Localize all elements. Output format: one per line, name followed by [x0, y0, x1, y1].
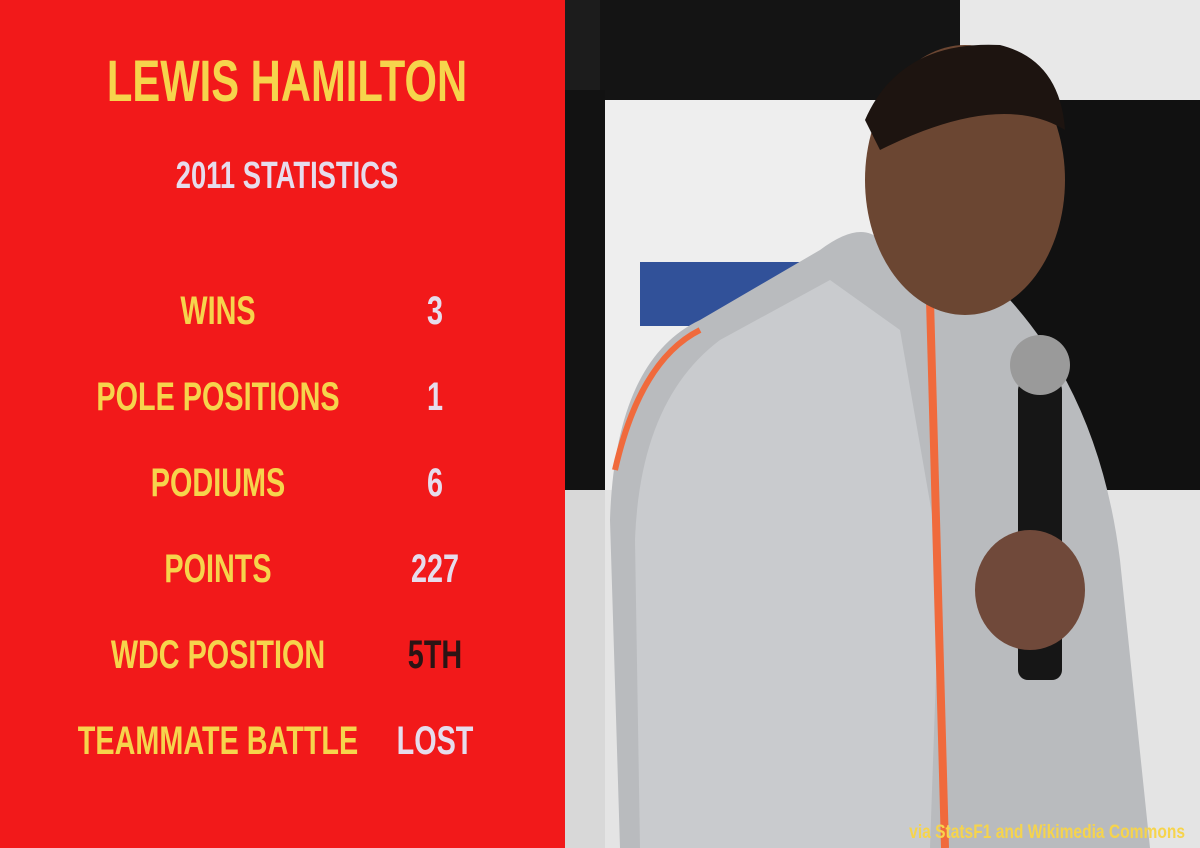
stat-label: TEAMMATE BATTLE: [78, 718, 358, 763]
stat-value: 6: [427, 460, 443, 505]
stat-value: 1: [427, 374, 443, 419]
stat-label-group: PODIUMS: [151, 460, 285, 505]
stat-label: POINTS: [164, 546, 271, 591]
stat-value-group: 5TH: [408, 632, 462, 677]
stat-value-group: 6: [427, 460, 443, 505]
stat-value-group: 227: [411, 546, 459, 591]
stat-label-group: POINTS: [164, 546, 271, 591]
credit-group: via StatsF1 and Wikimedia Commons: [909, 821, 1185, 843]
stat-value-group: LOST: [397, 718, 474, 763]
stat-label: POLE POSITIONS: [96, 374, 339, 419]
title-group: LEWIS HAMILTON: [107, 48, 467, 113]
stat-value-group: 1: [427, 374, 443, 419]
stats-panel: [0, 0, 565, 848]
stat-label-group: TEAMMATE BATTLE: [78, 718, 358, 763]
title: LEWIS HAMILTON: [107, 48, 467, 113]
stat-label: PODIUMS: [151, 460, 285, 505]
stat-value: 3: [427, 288, 443, 333]
stat-label-group: WDC POSITION: [111, 632, 325, 677]
subtitle-group: 2011 STATISTICS: [176, 155, 399, 197]
photo: [565, 0, 1200, 848]
stat-label-group: POLE POSITIONS: [96, 374, 339, 419]
stat-label: WDC POSITION: [111, 632, 325, 677]
stat-value: 227: [411, 546, 459, 591]
stat-value-group: 3: [427, 288, 443, 333]
subtitle: 2011 STATISTICS: [176, 155, 399, 197]
credit: via StatsF1 and Wikimedia Commons: [909, 821, 1185, 843]
stat-value: 5TH: [408, 632, 462, 677]
stat-value: LOST: [397, 718, 474, 763]
stat-label: WINS: [180, 288, 255, 333]
stat-rows: WINS 3 POLE POSITIONS 1 PODIUMS 6 POINTS 227 WDC…: [78, 288, 474, 763]
stat-label-group: WINS: [180, 288, 255, 333]
